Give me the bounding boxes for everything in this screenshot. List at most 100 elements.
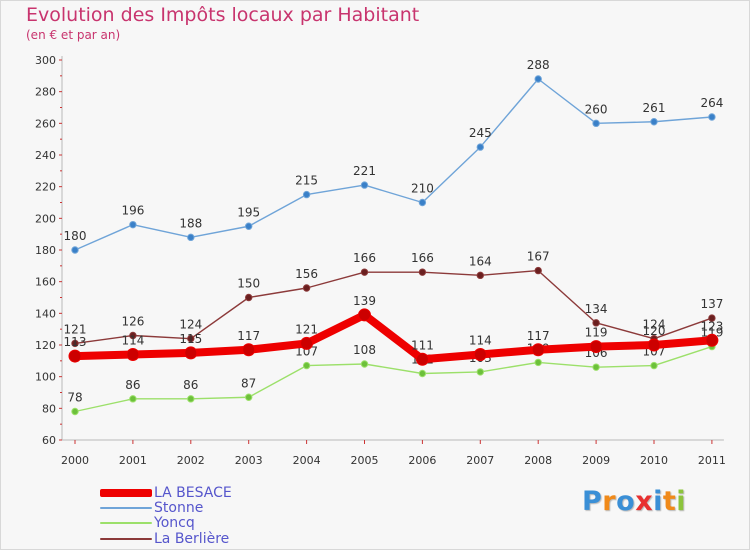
x-tick-label: 2001: [119, 454, 147, 467]
y-tick-label: 160: [35, 276, 56, 289]
data-label-stonne: 221: [353, 164, 376, 178]
x-tick-label: 2010: [640, 454, 668, 467]
logo-letter: P: [582, 486, 603, 517]
data-label-yoncq: 108: [353, 343, 376, 357]
data-point-la-besace: [415, 352, 429, 366]
x-tick-label: 2004: [293, 454, 321, 467]
logo-letter: r: [602, 486, 617, 517]
series-line-la-besace: [71, 310, 716, 364]
data-point-yoncq: [245, 393, 253, 401]
data-point-la-berli-re: [418, 268, 427, 276]
data-label-stonne: 188: [179, 216, 202, 230]
data-label-la-besace: 119: [585, 326, 608, 340]
data-label-la-berli-re: 166: [353, 251, 376, 265]
data-point-stonne: [129, 220, 137, 229]
data-point-la-besace: [358, 308, 371, 322]
data-point-la-berli-re: [360, 268, 369, 276]
data-point-yoncq: [302, 361, 311, 370]
data-point-stonne: [302, 190, 311, 199]
logo-letter: i: [653, 486, 663, 517]
data-point-la-berli-re: [708, 314, 716, 322]
series-line-stonne: [74, 78, 713, 251]
data-point-stonne: [360, 181, 369, 189]
x-tick-label: 2011: [698, 454, 726, 467]
data-label-la-besace: 120: [643, 324, 666, 338]
x-tick-label: 2000: [61, 454, 89, 467]
data-label-la-besace: 117: [527, 329, 550, 343]
data-label-stonne: 245: [469, 126, 492, 140]
logo-letter: o: [616, 486, 636, 517]
data-label-stonne: 288: [527, 58, 550, 72]
data-point-yoncq: [592, 363, 600, 371]
data-label-stonne: 210: [411, 182, 434, 196]
data-point-la-berli-re: [534, 266, 542, 275]
data-label-la-berli-re: 156: [295, 267, 318, 281]
data-label-la-besace: 111: [411, 338, 434, 352]
data-label-stonne: 260: [585, 102, 608, 116]
data-point-stonne: [592, 119, 600, 128]
data-point-stonne: [476, 143, 484, 151]
data-label-yoncq: 86: [183, 378, 198, 392]
data-label-yoncq: 87: [241, 376, 256, 390]
chart-subtitle: (en € et par an): [26, 28, 121, 42]
data-point-yoncq: [71, 407, 79, 416]
x-tick-label: 2005: [351, 454, 379, 467]
data-point-la-besace: [705, 333, 719, 347]
data-label-la-besace: 139: [353, 294, 376, 308]
data-label-la-berli-re: 134: [585, 302, 608, 316]
series-line-la-berli-re: [74, 269, 713, 345]
y-tick-label: 200: [35, 212, 56, 225]
data-label-la-berli-re: 167: [527, 250, 550, 264]
data-label-yoncq: 86: [125, 378, 140, 392]
chart-title: Evolution des Impôts locaux par Habitant: [26, 4, 420, 26]
data-label-stonne: 196: [121, 204, 144, 218]
data-point-yoncq: [418, 369, 427, 378]
data-point-stonne: [418, 198, 427, 207]
data-point-stonne: [71, 246, 79, 254]
y-tick-label: 80: [42, 402, 56, 415]
data-label-la-besace: 114: [469, 334, 492, 348]
data-point-la-besace: [473, 348, 487, 361]
legend-item-la-besace: LA BESACE: [100, 485, 232, 501]
data-point-la-besace: [647, 338, 661, 352]
x-tick-label: 2008: [524, 454, 552, 467]
series-line-yoncq: [74, 345, 713, 413]
data-point-yoncq: [534, 358, 542, 367]
legend-item-yoncq: Yoncq: [100, 515, 195, 531]
data-label-la-besace: 113: [64, 335, 87, 349]
x-tick-label: 2007: [466, 454, 494, 467]
data-point-la-berli-re: [129, 331, 137, 340]
x-tick-label: 2002: [177, 454, 205, 467]
y-tick-label: 280: [35, 86, 56, 99]
data-point-stonne: [187, 233, 195, 242]
data-point-stonne: [708, 113, 716, 121]
x-tick-label: 2003: [235, 454, 263, 467]
data-label-la-besace: 121: [295, 322, 318, 336]
legend-label: Stonne: [154, 500, 204, 516]
data-label-la-besace: 114: [121, 334, 144, 348]
data-label-la-berli-re: 166: [411, 251, 434, 265]
data-label-yoncq: 78: [67, 391, 82, 405]
data-point-la-berli-re: [476, 271, 484, 280]
data-label-la-berli-re: 126: [121, 315, 144, 329]
data-label-la-berli-re: 124: [179, 318, 202, 332]
data-label-stonne: 195: [237, 205, 260, 219]
data-label-la-berli-re: 137: [700, 297, 723, 311]
y-tick-label: 120: [35, 339, 56, 352]
data-point-stonne: [534, 75, 542, 83]
data-label-la-berli-re: 121: [64, 322, 87, 336]
data-label-stonne: 261: [643, 101, 666, 115]
data-point-la-besace: [68, 349, 82, 363]
logo-letter: t: [662, 486, 677, 517]
y-tick-label: 60: [42, 434, 56, 447]
logo-letter: i: [676, 486, 687, 517]
data-label-la-berli-re: 164: [469, 254, 492, 268]
data-label-la-besace: 117: [237, 329, 260, 343]
data-point-la-berli-re: [187, 334, 195, 343]
data-label-stonne: 264: [700, 96, 723, 110]
x-tick-label: 2006: [408, 454, 436, 467]
data-point-yoncq: [650, 361, 658, 370]
data-point-stonne: [650, 118, 658, 126]
legend-swatch: [100, 507, 152, 509]
